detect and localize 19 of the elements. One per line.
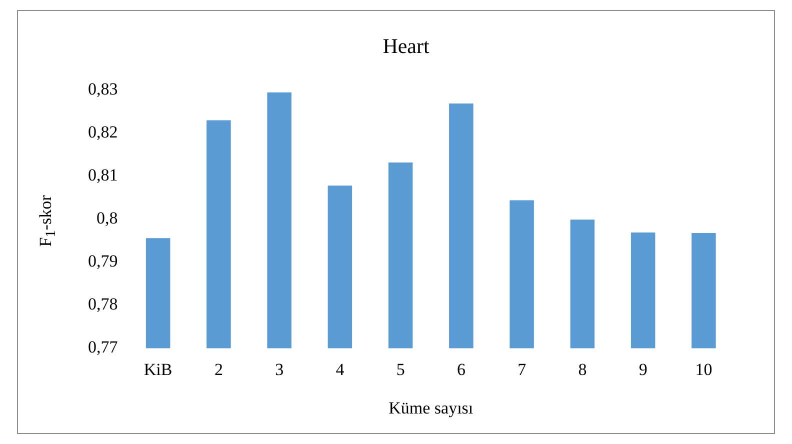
y-tick-label: 0,79 — [88, 252, 118, 271]
y-tick-label: 0,8 — [96, 208, 118, 228]
y-tick-label: 0,83 — [88, 80, 118, 99]
x-tick-label: 3 — [275, 360, 284, 379]
y-tick-label: 0,82 — [88, 122, 118, 142]
x-tick-label: 6 — [456, 360, 466, 379]
x-tick-label: 4 — [336, 360, 345, 379]
y-tick-label: 0,78 — [88, 294, 118, 314]
x-tick-label: KiB — [144, 360, 172, 379]
x-tick-label: 10 — [695, 360, 712, 379]
x-tick-label: 2 — [214, 360, 223, 379]
y-tick-label: 0,81 — [88, 166, 118, 185]
x-tick-label: 8 — [578, 360, 587, 379]
x-axis-title: Küme sayısı — [388, 398, 474, 418]
x-tick-label: 9 — [638, 360, 648, 379]
x-tick-label: 7 — [518, 360, 527, 379]
x-tick-label: 5 — [396, 360, 405, 379]
y-tick-label: 0,77 — [88, 338, 118, 357]
chart-title: Heart — [382, 34, 430, 58]
